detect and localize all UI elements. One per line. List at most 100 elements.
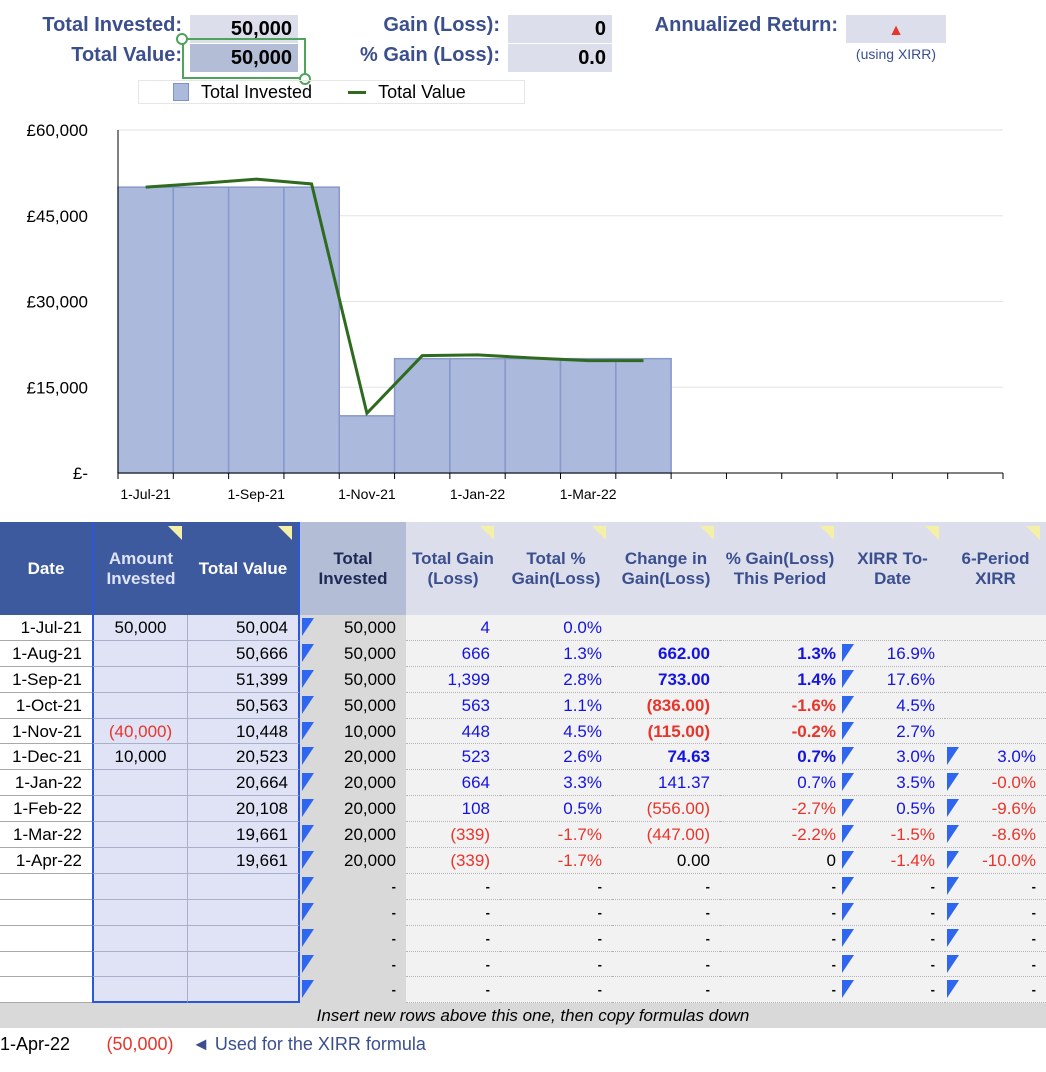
- table-row: 1-Dec-21 10,000 20,523 20,000 523 2.6% 74.63 0.…: [0, 744, 1046, 771]
- formula-flag-icon: [302, 876, 314, 895]
- cell-total-value[interactable]: 50,666: [188, 640, 300, 667]
- cell-date[interactable]: [0, 899, 92, 926]
- y-tick-label: £-: [73, 464, 88, 483]
- cell-date[interactable]: 1-Sep-21: [0, 666, 92, 693]
- cell-amount-invested[interactable]: [92, 951, 188, 978]
- column-header[interactable]: Date: [0, 522, 92, 615]
- cell-value: 16.9%: [886, 643, 935, 663]
- column-header-label: XIRR To-Date: [857, 548, 928, 588]
- cell-date[interactable]: 1-Feb-22: [0, 796, 92, 823]
- bar: [504, 357, 562, 474]
- legend-line-swatch: [348, 90, 367, 94]
- y-tick-label: £30,000: [27, 293, 88, 312]
- cell-amount-invested[interactable]: 50,000: [92, 615, 188, 641]
- cell-6-period-xirr: [945, 615, 1046, 641]
- cell-date[interactable]: 1-Apr-22: [0, 848, 92, 874]
- cell-date[interactable]: 1-Aug-21: [0, 640, 92, 667]
- cell-total-value[interactable]: 50,563: [188, 692, 300, 719]
- cell-date[interactable]: [0, 977, 92, 1004]
- cell-amount-invested[interactable]: [92, 977, 188, 1004]
- cell-xirr-to-date: -: [840, 977, 945, 1004]
- column-header[interactable]: Total % Gain(Loss): [500, 522, 612, 615]
- total-value-label: Total Value:: [71, 44, 182, 66]
- cell-6-period-xirr: -: [945, 977, 1046, 1004]
- annualized-return-value[interactable]: ▲: [846, 15, 946, 43]
- column-header[interactable]: 6-Period XIRR: [945, 522, 1046, 615]
- column-header[interactable]: Change in Gain(Loss): [612, 522, 720, 615]
- cell-6-period-xirr: -: [945, 873, 1046, 900]
- cell-xirr-to-date: -: [840, 925, 945, 952]
- gain-value[interactable]: 0: [508, 15, 612, 43]
- cell-date[interactable]: [0, 925, 92, 952]
- column-header[interactable]: XIRR To-Date: [840, 522, 945, 615]
- cell-total-value[interactable]: 20,108: [188, 796, 300, 823]
- cell-date[interactable]: 1-Dec-21: [0, 744, 92, 771]
- cell-total-value[interactable]: 10,448: [188, 718, 300, 745]
- cell-amount-invested[interactable]: [92, 770, 188, 797]
- formula-flag-icon: [302, 825, 314, 844]
- column-header-label: Change in Gain(Loss): [621, 548, 711, 588]
- column-header[interactable]: Total Value: [188, 522, 300, 615]
- y-tick-label: £45,000: [27, 207, 88, 226]
- cell-amount-invested[interactable]: [92, 822, 188, 849]
- cell-amount-invested[interactable]: 10,000: [92, 744, 188, 771]
- cell-amount-invested[interactable]: (40,000): [92, 718, 188, 745]
- cell-amount-invested[interactable]: [92, 796, 188, 823]
- cell-total-value[interactable]: 51,399: [188, 666, 300, 693]
- cell-amount-invested[interactable]: [92, 925, 188, 952]
- cell-date[interactable]: 1-Oct-21: [0, 692, 92, 719]
- column-header[interactable]: Amount Invested: [92, 522, 188, 615]
- cell--gain-loss-this-period: -: [720, 951, 840, 978]
- table-row: 1-Nov-21 (40,000) 10,448 10,000 448 4.5% (115.…: [0, 718, 1046, 745]
- cell-amount-invested[interactable]: [92, 848, 188, 874]
- cell-total-invested: 20,000: [300, 744, 406, 771]
- cell-total-value[interactable]: 50,004: [188, 615, 300, 641]
- cell-value: -8.6%: [991, 825, 1036, 845]
- cell-amount-invested[interactable]: [92, 899, 188, 926]
- cell-value: 3.0%: [896, 747, 935, 767]
- cell-total-value[interactable]: [188, 899, 300, 926]
- cell-total-value[interactable]: 19,661: [188, 822, 300, 849]
- pct-gain-value[interactable]: 0.0: [508, 44, 612, 72]
- cell-amount-invested[interactable]: [92, 666, 188, 693]
- column-header[interactable]: Total Gain (Loss): [406, 522, 500, 615]
- cell-amount-invested[interactable]: [92, 873, 188, 900]
- x-tick-label: 1-Jan-22: [450, 486, 505, 502]
- cell-total-value[interactable]: 19,661: [188, 848, 300, 874]
- formula-flag-icon: [302, 747, 314, 766]
- column-header[interactable]: % Gain(Loss) This Period: [720, 522, 840, 615]
- cell-amount-invested[interactable]: [92, 692, 188, 719]
- formula-flag-icon: [842, 928, 854, 947]
- cell-date[interactable]: 1-Jul-21: [0, 615, 92, 641]
- selection-handle[interactable]: [299, 73, 311, 85]
- cell-date[interactable]: [0, 873, 92, 900]
- cell-value: 20,000: [344, 773, 396, 793]
- formula-flag-icon: [302, 954, 314, 973]
- cell--gain-loss-this-period: -: [720, 899, 840, 926]
- cell-total-value[interactable]: 20,523: [188, 744, 300, 771]
- bar: [172, 186, 230, 474]
- cell-total-value[interactable]: [188, 951, 300, 978]
- column-header[interactable]: Total Invested: [300, 522, 406, 615]
- cell-total-value[interactable]: [188, 925, 300, 952]
- cell-date[interactable]: [0, 951, 92, 978]
- cell-amount-invested[interactable]: [92, 640, 188, 667]
- cell-date[interactable]: 1-Jan-22: [0, 770, 92, 797]
- table-row: -------: [0, 951, 1046, 978]
- selection-handle[interactable]: [176, 33, 188, 45]
- cell-total-invested: 50,000: [300, 692, 406, 719]
- cell-date[interactable]: 1-Nov-21: [0, 718, 92, 745]
- table-row: 1-Mar-22 19,661 20,000 (339) -1.7% (447.00) -2…: [0, 822, 1046, 849]
- cell-date[interactable]: 1-Mar-22: [0, 822, 92, 849]
- cell-6-period-xirr: 3.0%: [945, 744, 1046, 771]
- formula-flag-icon: [842, 669, 854, 688]
- total-value-cell[interactable]: 50,000: [190, 44, 298, 72]
- cell-total-value[interactable]: [188, 977, 300, 1004]
- cell-value: -: [391, 956, 396, 972]
- footer-date: 1-Apr-22: [0, 1034, 71, 1055]
- formula-flag-icon: [947, 747, 959, 766]
- cell-total-value[interactable]: 20,664: [188, 770, 300, 797]
- cell-total-value[interactable]: [188, 873, 300, 900]
- formula-flag-icon: [947, 928, 959, 947]
- cell-value: 50,000: [344, 643, 396, 663]
